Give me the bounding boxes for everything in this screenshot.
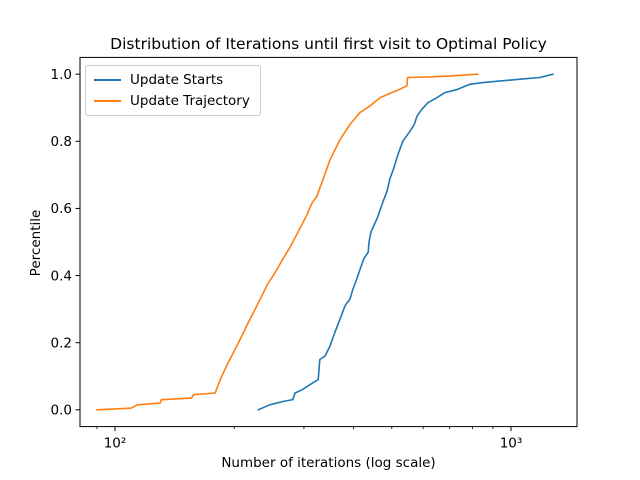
y-tick-label: 1.0 <box>51 67 72 83</box>
chart-title: Distribution of Iterations until first v… <box>110 35 547 53</box>
y-tick-label: 0.6 <box>51 201 72 217</box>
series-line-update-starts <box>257 73 554 411</box>
legend-label: Update Trajectory <box>130 93 250 109</box>
y-axis-label: Percentile <box>28 209 44 277</box>
y-tick-label: 0.8 <box>51 134 72 150</box>
x-tick-label: 10² <box>104 436 127 452</box>
x-axis-label: Number of iterations (log scale) <box>221 455 436 471</box>
legend: Update Starts Update Trajectory <box>85 65 261 116</box>
legend-label: Update Starts <box>130 72 224 88</box>
legend-line-swatch <box>94 100 121 102</box>
axes-frame <box>79 56 578 428</box>
x-tick-label: 10³ <box>500 436 523 452</box>
series-line-update-trajectory <box>96 73 479 411</box>
y-tick-label: 0.4 <box>51 268 72 284</box>
legend-item-update-trajectory: Update Trajectory <box>94 93 250 109</box>
legend-item-update-starts: Update Starts <box>94 72 250 88</box>
y-tick-label: 0.2 <box>51 335 72 351</box>
legend-line-swatch <box>94 79 121 81</box>
y-tick-label: 0.0 <box>51 403 72 419</box>
